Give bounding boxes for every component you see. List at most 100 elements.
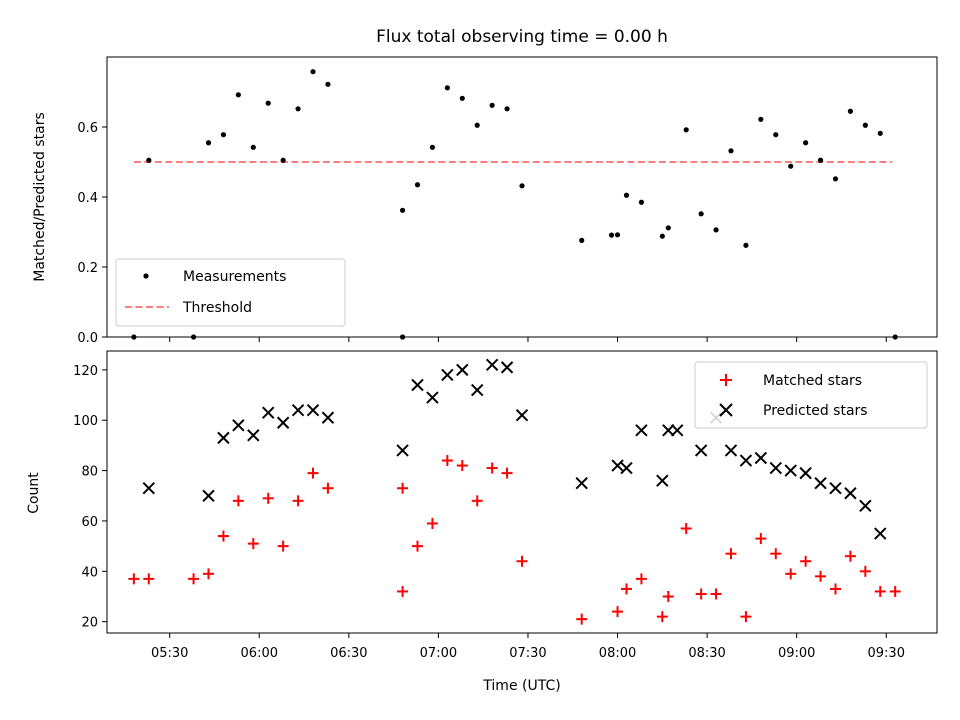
matched-star-point (770, 548, 782, 560)
predicted-star-point (611, 459, 624, 472)
measurement-point (877, 130, 883, 136)
measurement-point (623, 192, 630, 198)
matched-star-point (456, 460, 468, 472)
top-plot-area: 0.0 0.2 0.4 0.6 Measurements Threshold (77, 56, 938, 346)
matched-star-point (188, 573, 200, 585)
bottom-legend: Matched stars Predicted stars (694, 361, 928, 429)
matched-star-point (426, 517, 438, 529)
bottom-x-tick-label: 08:30 (688, 646, 725, 661)
predicted-star-point (426, 391, 439, 404)
matched-star-point (874, 585, 886, 597)
measurement-point (614, 232, 621, 238)
measurement-point (489, 102, 495, 108)
matched-star-point (755, 533, 767, 545)
top-plot-frame (106, 56, 938, 338)
measurement-point (788, 163, 794, 169)
legend-label-measurements: Measurements (183, 269, 286, 285)
top-y-tick-label: 0.4 (77, 191, 98, 206)
matched-star-point (143, 573, 155, 585)
matched-star-point (277, 540, 289, 552)
predicted-star-point (859, 499, 872, 513)
top-chart-title: Flux total observing time = 0.00 h (376, 27, 668, 47)
predicted-star-point (217, 431, 230, 445)
top-y-axis-label: Matched/Predicted stars (32, 112, 48, 282)
matched-star-point (800, 555, 812, 567)
measurement-point (803, 140, 809, 146)
predicted-star-point (396, 444, 409, 457)
matched-star-point (397, 585, 409, 597)
bottom-plot-area: 20 40 60 80 100 120 05:30 06:00 06:30 07:00 07:30 0… (73, 350, 938, 661)
legend-label-predicted: Predicted stars (763, 403, 868, 419)
bottom-x-tick-label: 06:30 (330, 646, 367, 661)
matched-star-point (486, 462, 498, 474)
matched-star-point (612, 606, 624, 618)
predicted-star-point (829, 482, 842, 495)
bottom-plot-frame (106, 350, 938, 634)
x-axis-label: Time (UTC) (482, 678, 560, 694)
matched-star-point (725, 548, 737, 560)
measurement-point (847, 108, 854, 114)
matched-star-point (128, 573, 140, 585)
predicted-star-point (485, 358, 499, 372)
measurement-point (235, 92, 241, 98)
measurement-point (862, 122, 868, 128)
predicted-star-point (799, 466, 812, 480)
measurement-point (220, 132, 227, 138)
matched-star-point (815, 570, 827, 582)
measurement-point (683, 127, 689, 133)
matched-star-point (516, 555, 528, 567)
predicted-star-point (456, 363, 469, 377)
predicted-star-point (662, 424, 675, 437)
matched-star-point (292, 495, 304, 507)
measurement-point (659, 233, 665, 239)
legend-marker-measurements (143, 273, 149, 279)
predicted-star-point (411, 378, 424, 392)
predicted-star-point (724, 444, 738, 457)
predicted-star-point (306, 403, 320, 417)
bottom-y-tick-label: 60 (81, 515, 98, 530)
matched-star-point (501, 467, 513, 479)
legend-label-matched: Matched stars (763, 373, 862, 389)
legend-marker-predicted (719, 403, 733, 417)
bottom-legend-box (694, 361, 928, 429)
predicted-star-point (232, 419, 245, 432)
predicted-star-point (874, 527, 887, 540)
bottom-y-axis-label: Count (26, 472, 42, 514)
measurement-point (608, 232, 615, 238)
matched-star-point (680, 523, 692, 535)
predicted-star-point (754, 451, 768, 465)
top-y-tick-label: 0.6 (77, 121, 98, 136)
predicted-star-point (575, 476, 588, 490)
bottom-x-tick-label: 05:30 (151, 646, 188, 661)
predicted-star-point (247, 429, 260, 442)
matched-star-point (217, 530, 229, 542)
predicted-star-point (769, 461, 782, 475)
predicted-star-point (500, 361, 514, 374)
measurement-point (310, 69, 316, 75)
matched-star-point (635, 573, 647, 585)
measurement-point (698, 211, 704, 217)
measurement-point (205, 140, 212, 146)
legend-marker-matched (720, 374, 732, 386)
matched-star-point (247, 538, 259, 550)
bottom-x-tick-label: 07:00 (420, 646, 457, 661)
predicted-star-point (814, 476, 827, 490)
measurement-point (773, 132, 779, 138)
measurement-point (295, 106, 301, 112)
matched-star-point (695, 588, 707, 600)
top-legend: Measurements Threshold (115, 258, 346, 327)
measurement-point (743, 242, 749, 248)
measurement-point (414, 182, 421, 188)
predicted-star-point (202, 489, 215, 502)
measurement-point (504, 106, 510, 112)
matched-star-point (859, 565, 871, 577)
measurement-point (519, 183, 525, 189)
predicted-star-point (515, 408, 529, 422)
predicted-star-point (321, 411, 335, 424)
measurement-point (579, 237, 585, 243)
predicted-star-point (694, 444, 708, 457)
measurement-point (474, 122, 480, 128)
measurement-point (728, 148, 734, 154)
bottom-y-tick-label: 100 (73, 414, 98, 429)
